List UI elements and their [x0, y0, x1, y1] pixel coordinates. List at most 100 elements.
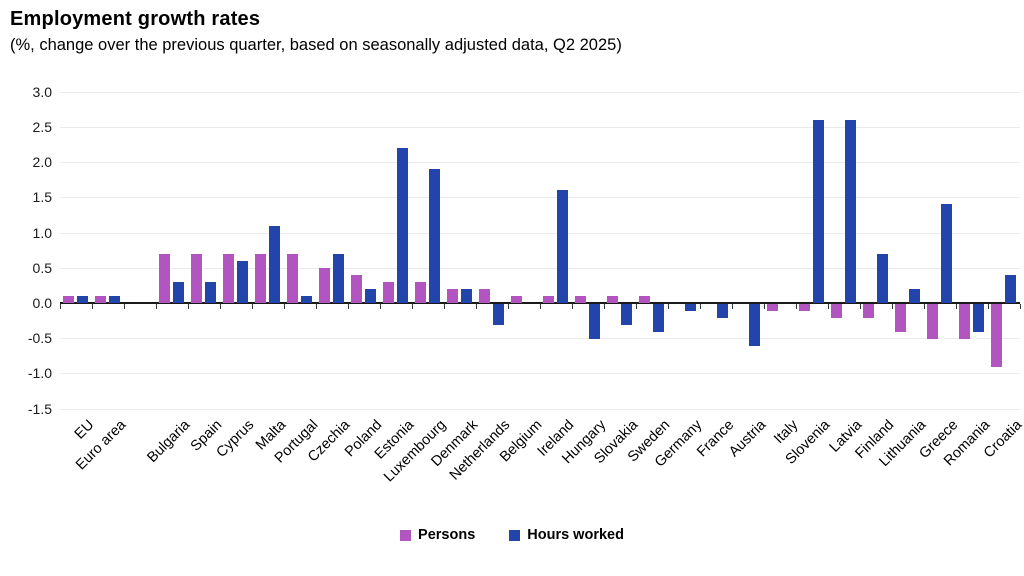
x-axis-tick — [828, 304, 829, 309]
bar-hours-euro-area — [109, 296, 120, 303]
bar-hours-romania — [973, 304, 984, 332]
bar-hours-netherlands — [493, 304, 504, 325]
bar-persons-denmark — [447, 289, 458, 303]
bar-persons-romania — [959, 304, 970, 339]
x-axis-tick — [1020, 304, 1021, 309]
bar-persons-malta — [255, 254, 266, 303]
bar-hours-lithuania — [909, 289, 920, 303]
gridline — [60, 409, 1020, 410]
bar-persons-slovakia — [607, 296, 618, 303]
bar-hours-slovakia — [621, 304, 632, 325]
x-axis-tick — [668, 304, 669, 309]
bar-hours-germany — [685, 304, 696, 311]
y-axis-tick-label: 1.0 — [32, 225, 52, 241]
bar-persons-estonia — [383, 282, 394, 303]
y-axis-tick-label: -1.0 — [27, 365, 52, 381]
bar-hours-portugal — [301, 296, 312, 303]
bar-persons-lithuania — [895, 304, 906, 332]
gridline — [60, 373, 1020, 374]
x-axis-tick — [220, 304, 221, 309]
x-axis-tick — [700, 304, 701, 309]
bar-hours-finland — [877, 254, 888, 303]
legend-item-persons: Persons — [400, 527, 475, 543]
bar-persons-spain — [191, 254, 202, 303]
x-axis-tick — [636, 304, 637, 309]
bar-persons-czechia — [319, 268, 330, 303]
bar-persons-eu — [63, 296, 74, 303]
bar-persons-croatia — [991, 304, 1002, 367]
bar-hours-latvia — [845, 120, 856, 303]
x-axis-tick — [380, 304, 381, 309]
x-axis-tick — [764, 304, 765, 309]
chart-legend: Persons Hours worked — [0, 527, 1024, 543]
y-axis-tick-label: -0.5 — [27, 330, 52, 346]
bar-hours-ireland — [557, 190, 568, 303]
bar-hours-spain — [205, 282, 216, 303]
bar-hours-bulgaria — [173, 282, 184, 303]
x-axis-tick — [604, 304, 605, 309]
bar-persons-cyprus — [223, 254, 234, 303]
gridline — [60, 92, 1020, 93]
bar-persons-luxembourg — [415, 282, 426, 303]
bar-persons-belgium — [511, 296, 522, 303]
bar-persons-portugal — [287, 254, 298, 303]
bar-persons-slovenia — [799, 304, 810, 311]
bar-hours-france — [717, 304, 728, 318]
chart-title: Employment growth rates — [10, 8, 261, 30]
legend-label-hours: Hours worked — [527, 527, 624, 543]
bar-hours-slovenia — [813, 120, 824, 303]
x-axis-tick — [540, 304, 541, 309]
bar-hours-poland — [365, 289, 376, 303]
x-axis-tick — [316, 304, 317, 309]
x-axis-tick — [796, 304, 797, 309]
bar-persons-sweden — [639, 296, 650, 303]
bar-hours-malta — [269, 226, 280, 303]
x-axis-label-eu: EU — [71, 417, 98, 443]
y-axis-tick-label: 2.0 — [32, 154, 52, 170]
bar-hours-luxembourg — [429, 169, 440, 303]
bar-persons-euro-area — [95, 296, 106, 303]
x-axis-tick — [60, 304, 61, 309]
persons-swatch-icon — [400, 529, 412, 541]
y-axis-tick-label: 3.0 — [32, 84, 52, 100]
bar-persons-greece — [927, 304, 938, 339]
x-axis-tick — [988, 304, 989, 309]
y-axis-tick-label: 0.5 — [32, 260, 52, 276]
bar-hours-hungary — [589, 304, 600, 339]
y-axis-tick-label: -1.5 — [27, 401, 52, 417]
bar-hours-eu — [77, 296, 88, 303]
x-axis-tick — [412, 304, 413, 309]
bar-persons-finland — [863, 304, 874, 318]
bar-hours-denmark — [461, 289, 472, 303]
gridline — [60, 197, 1020, 198]
bar-persons-ireland — [543, 296, 554, 303]
y-axis-tick-label: 0.0 — [32, 295, 52, 311]
legend-item-hours: Hours worked — [509, 527, 624, 543]
x-axis-tick — [188, 304, 189, 309]
x-axis-tick — [924, 304, 925, 309]
x-axis-tick — [348, 304, 349, 309]
x-axis-tick — [476, 304, 477, 309]
bar-persons-italy — [767, 304, 778, 311]
x-axis-tick — [860, 304, 861, 309]
x-axis-tick — [124, 304, 125, 309]
bar-persons-poland — [351, 275, 362, 303]
bar-hours-croatia — [1005, 275, 1016, 303]
gridline — [60, 268, 1020, 269]
y-axis-tick-label: 2.5 — [32, 119, 52, 135]
x-axis-tick — [956, 304, 957, 309]
x-axis-tick — [156, 304, 157, 309]
x-axis-tick — [572, 304, 573, 309]
bar-persons-latvia — [831, 304, 842, 318]
bar-hours-cyprus — [237, 261, 248, 303]
gridline — [60, 338, 1020, 339]
hours-worked-swatch-icon — [509, 529, 521, 541]
bar-hours-czechia — [333, 254, 344, 303]
bar-persons-netherlands — [479, 289, 490, 303]
x-axis-tick — [892, 304, 893, 309]
legend-label-persons: Persons — [418, 527, 476, 543]
chart-subtitle: (%, change over the previous quarter, ba… — [10, 36, 622, 54]
x-axis-tick — [284, 304, 285, 309]
